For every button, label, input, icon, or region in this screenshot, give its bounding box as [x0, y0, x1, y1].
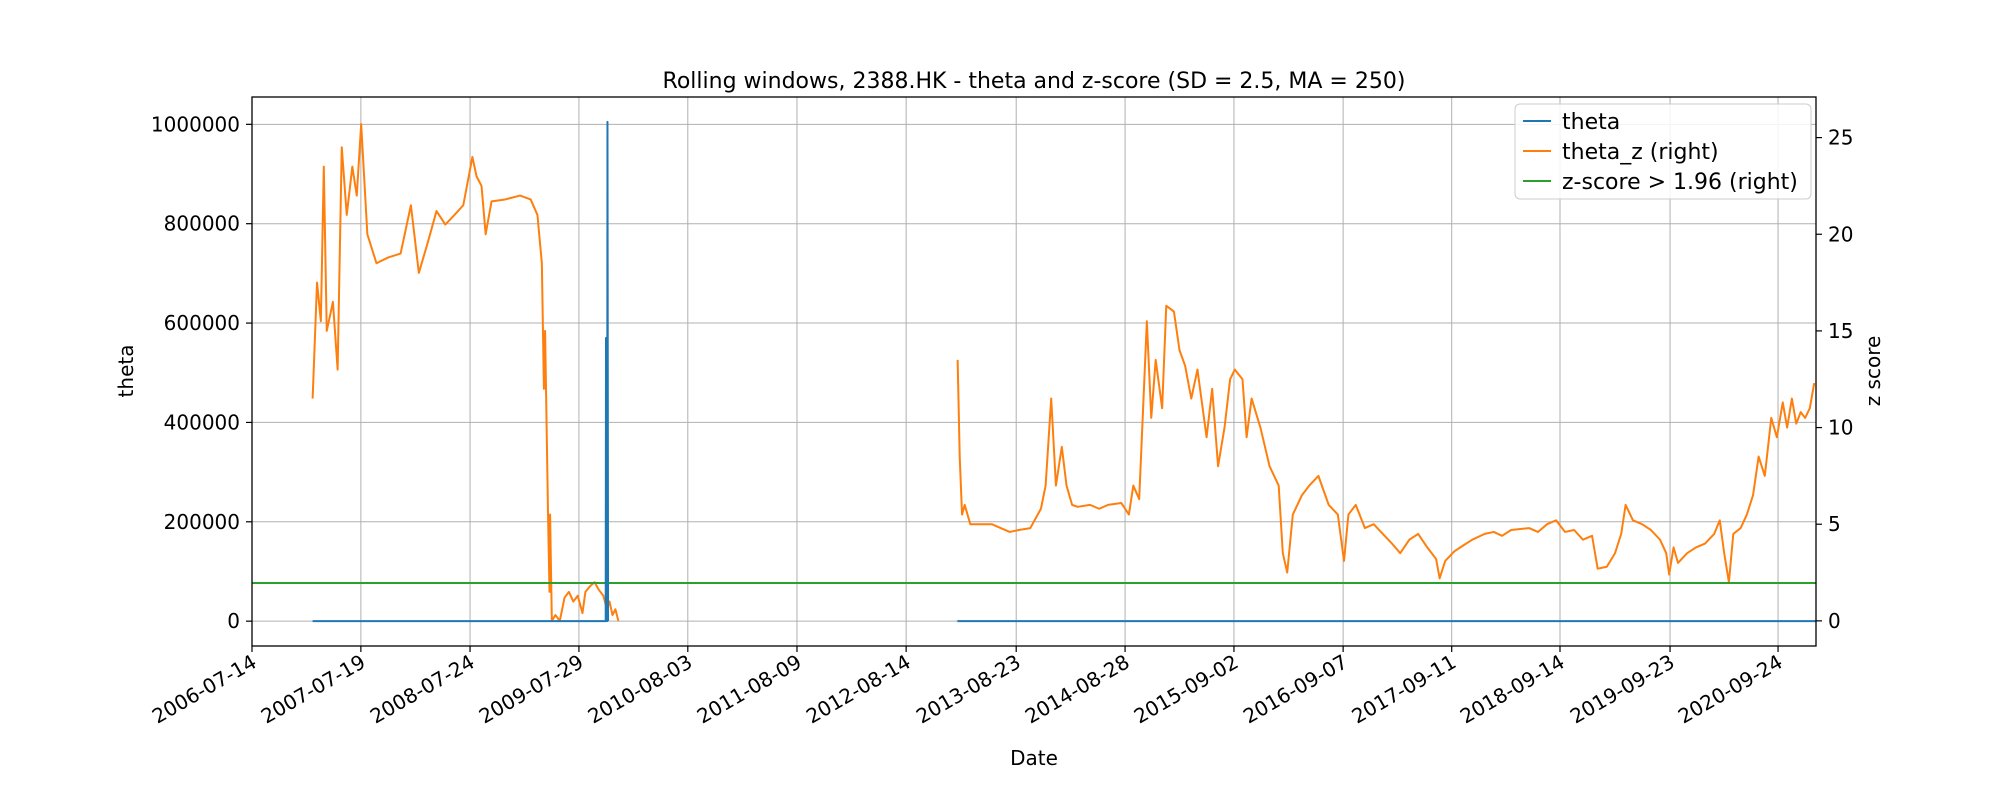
y-axis-title: theta — [114, 345, 138, 398]
y2-tick-label: 20 — [1828, 222, 1853, 246]
y2-tick-label: 25 — [1828, 126, 1853, 150]
y2-tick-label: 5 — [1828, 512, 1841, 536]
y2-tick-label: 10 — [1828, 416, 1853, 440]
plot-frame — [251, 96, 1817, 647]
y-tick-label: 600000 — [164, 311, 240, 335]
series-layer — [252, 120, 1816, 623]
legend-label: theta_z (right) — [1562, 140, 1719, 165]
legend-label: z-score > 1.96 (right) — [1562, 170, 1798, 195]
y-tick-label: 400000 — [164, 410, 240, 434]
legend-label: theta — [1562, 110, 1620, 135]
y2-tick-label: 15 — [1828, 319, 1853, 343]
x-axis-title: Date — [1010, 746, 1058, 770]
y2-tick-label: 0 — [1828, 609, 1841, 633]
y-tick-label: 200000 — [164, 510, 240, 534]
y-tick-label: 0 — [227, 609, 240, 633]
series-line-theta — [312, 120, 610, 623]
y2-axis-title: z score — [1861, 336, 1885, 407]
y-axis-left: 0 200000 400000 600000 800000 1000000 — [151, 112, 252, 633]
chart-title: Rolling windows, 2388.HK - theta and z-s… — [663, 69, 1406, 94]
series-line-theta-z-right — [956, 304, 1816, 584]
y-axis-right: 0 5 10 15 20 25 — [1816, 126, 1853, 633]
y-tick-label: 800000 — [164, 212, 240, 236]
y-tick-label: 1000000 — [151, 112, 240, 136]
legend: theta theta_z (right) z-score > 1.96 (righ… — [1514, 103, 1812, 200]
series-line-theta-z-right — [311, 123, 620, 622]
legend-box — [1514, 103, 1812, 200]
